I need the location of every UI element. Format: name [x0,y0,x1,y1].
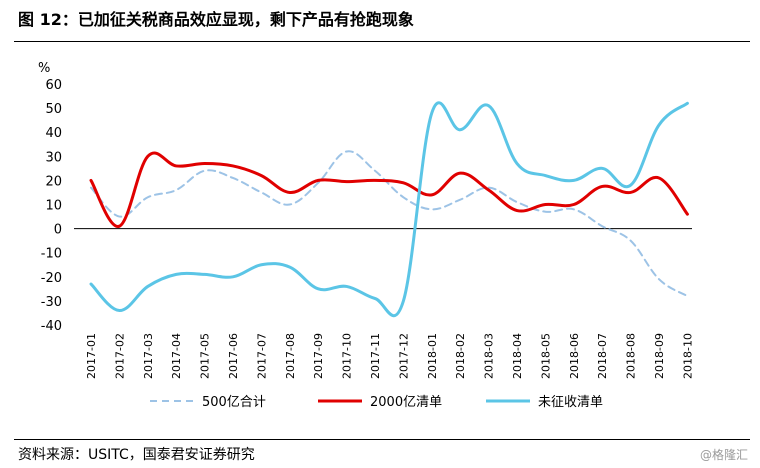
watermark: @格隆汇 [699,448,748,462]
x-tick-label: 2017-04 [170,333,183,379]
x-tick-label: 2017-11 [369,333,382,379]
x-tick-label: 2018-05 [539,333,552,379]
x-tick-label: 2017-10 [341,333,354,379]
x-tick-label: 2017-03 [142,333,155,379]
y-tick-label: 50 [45,102,62,117]
x-tick-label: 2017-06 [227,333,240,379]
y-axis-label: % [38,61,50,76]
series-line-1 [90,150,689,298]
y-tick-label: -20 [41,271,62,286]
y-tick-label: 0 [54,223,62,238]
legend-label: 未征收清单 [538,395,603,410]
x-tick-label: 2017-09 [312,333,325,379]
figure-title: 图 12：已加征关税商品效应显现，剩下产品有抢跑现象 [18,10,414,29]
x-tick-label: 2018-08 [625,333,638,379]
x-tick-label: 2018-10 [681,333,694,379]
series-line-2 [89,151,689,228]
x-tick-label: 2018-01 [426,333,439,379]
x-tick-label: 2018-04 [511,333,524,379]
legend-label: 500亿合计 [202,395,266,410]
top-rule [14,41,750,42]
x-tick-label: 2017-01 [85,333,98,379]
series-line-3 [89,101,689,318]
x-tick-label: 2017-02 [113,333,126,379]
x-tick-label: 2017-07 [255,333,268,379]
y-tick-label: 10 [45,199,62,214]
x-tick-label: 2018-07 [596,333,609,379]
y-tick-label: -30 [41,295,62,310]
y-tick-label: 30 [45,150,62,165]
x-tick-label: 2017-05 [199,333,212,379]
y-tick-label: -40 [41,319,62,334]
y-tick-label: -10 [41,247,62,262]
bottom-rule [14,439,750,440]
x-tick-label: 2018-09 [653,333,666,379]
y-tick-label: 20 [45,174,62,189]
x-tick-label: 2018-06 [568,333,581,379]
x-tick-label: 2017-12 [397,333,410,379]
y-tick-label: 60 [45,78,62,93]
legend-label: 2000亿清单 [370,395,442,410]
x-tick-label: 2018-03 [483,333,496,379]
source-note: 资料来源：USITC，国泰君安证券研究 [18,447,255,463]
x-tick-label: 2017-08 [284,333,297,379]
y-tick-label: 40 [45,126,62,141]
x-tick-label: 2018-02 [454,333,467,379]
